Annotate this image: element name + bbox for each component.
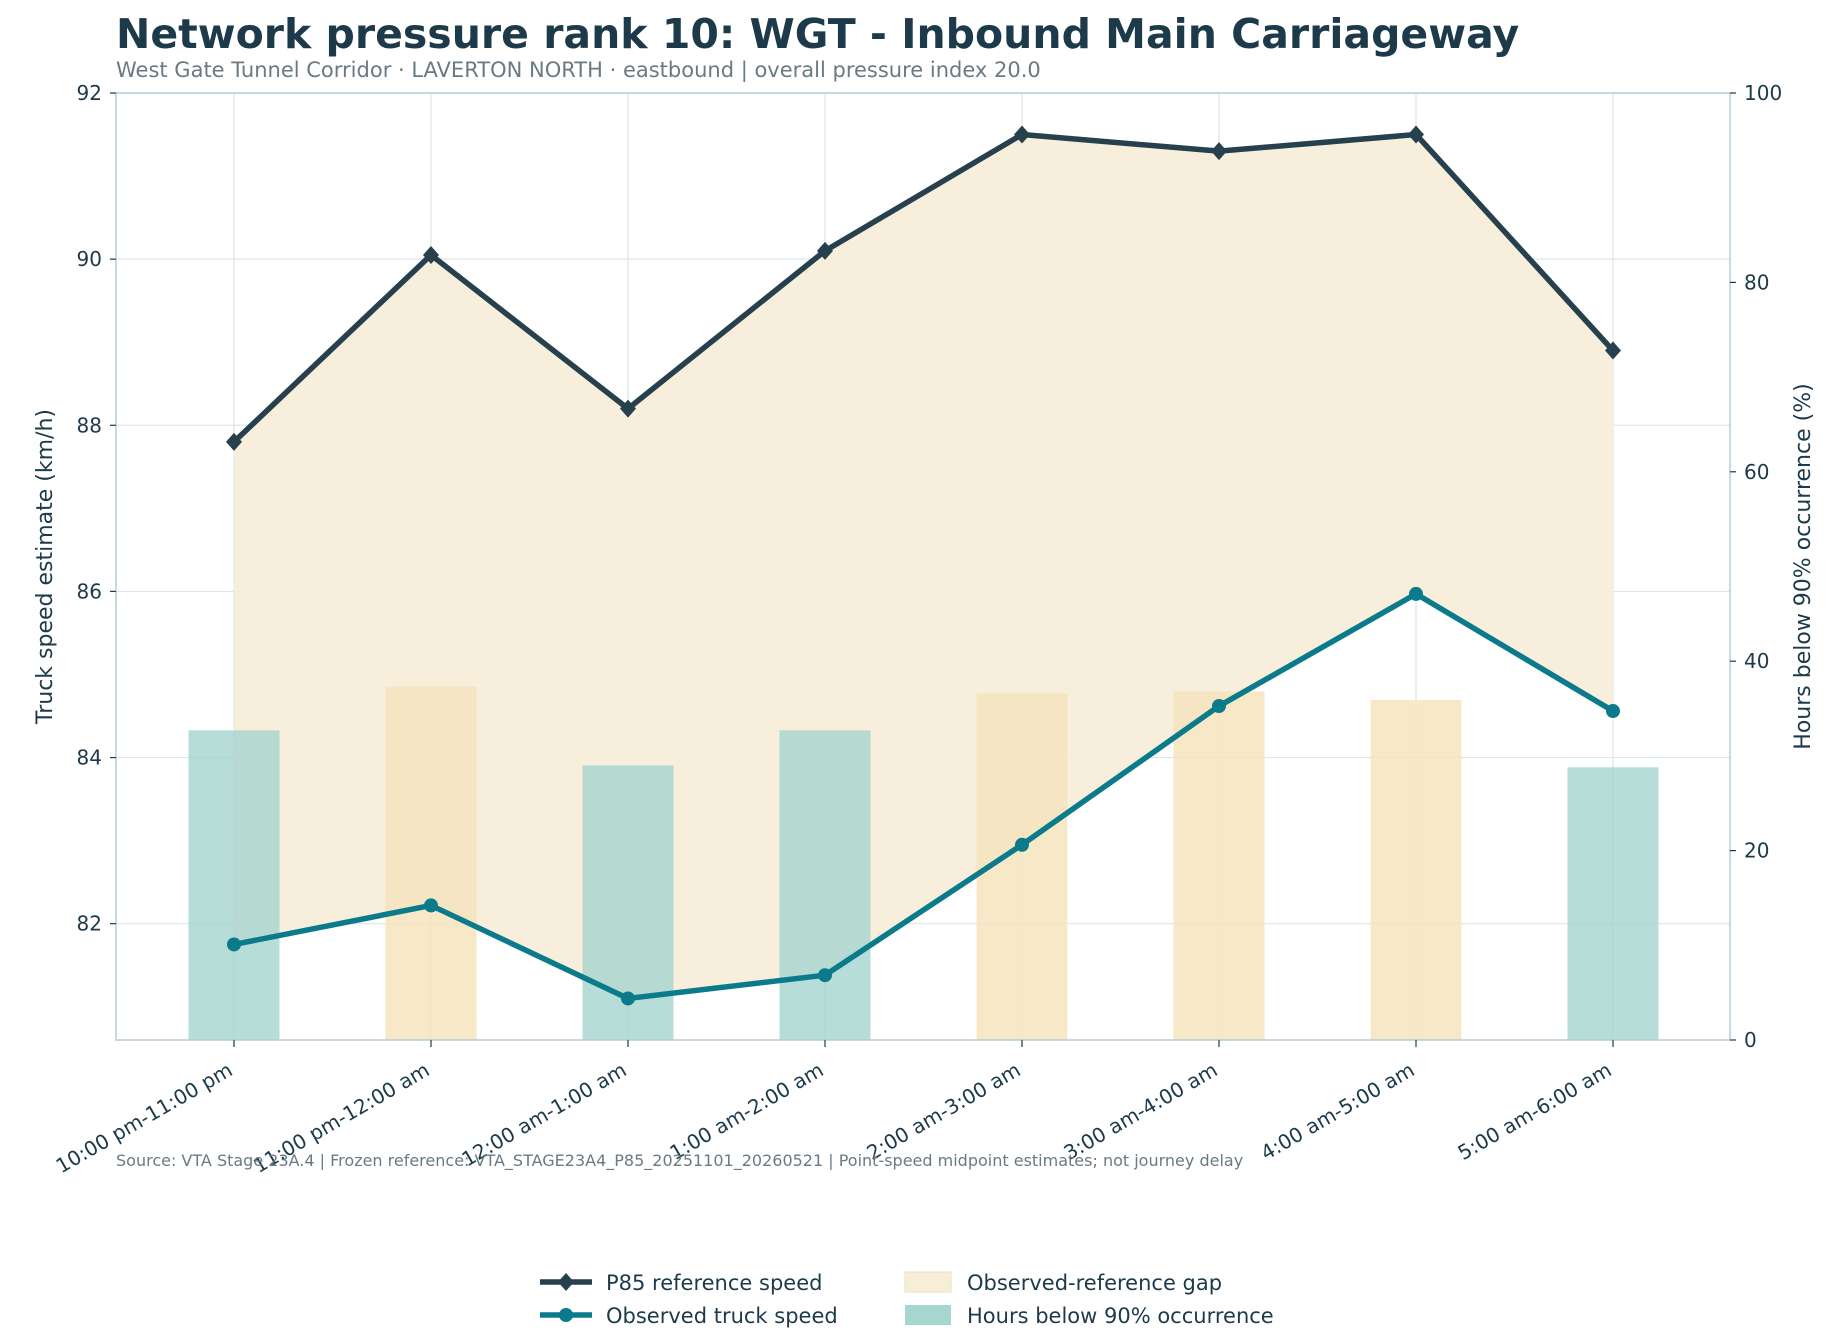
observed-speed-point bbox=[1409, 586, 1423, 601]
occurrence-bar bbox=[188, 730, 280, 1040]
reference-speed-point bbox=[817, 241, 833, 260]
legend-hours-swatch bbox=[905, 1305, 951, 1325]
reference-speed-point bbox=[1014, 125, 1030, 144]
x-tick-label: 4:00 am-5:00 am bbox=[1256, 1058, 1418, 1165]
y2-tick-label: 20 bbox=[1744, 839, 1769, 863]
occurrence-bar bbox=[779, 730, 871, 1040]
legend-reference-label: P85 reference speed bbox=[606, 1271, 822, 1295]
reference-speed-point bbox=[1605, 341, 1621, 360]
y-tick-label: 92 bbox=[77, 81, 102, 105]
occurrence-bar bbox=[1567, 767, 1659, 1040]
observed-speed-point bbox=[1212, 699, 1226, 714]
chart-title: Network pressure rank 10: WGT - Inbound … bbox=[116, 10, 1520, 58]
occurrence-bar bbox=[385, 686, 477, 1040]
y2-tick-label: 0 bbox=[1744, 1028, 1757, 1052]
y-tick-label: 88 bbox=[77, 413, 102, 437]
legend-gap-label: Observed-reference gap bbox=[967, 1271, 1222, 1295]
y-tick-label: 86 bbox=[77, 579, 102, 603]
observed-speed-point bbox=[621, 991, 635, 1006]
observed-speed-point bbox=[1015, 837, 1029, 852]
gap-band bbox=[234, 134, 1613, 999]
observed-speed-point bbox=[818, 968, 832, 983]
x-tick-label: 3:00 am-4:00 am bbox=[1059, 1058, 1221, 1165]
y2-tick-label: 40 bbox=[1744, 649, 1769, 673]
observed-speed-point bbox=[227, 937, 241, 952]
y2-axis-label: Hours below 90% occurrence (%) bbox=[1791, 383, 1816, 749]
y2-tick-label: 80 bbox=[1744, 270, 1769, 294]
x-tick-label: 1:00 am-2:00 am bbox=[665, 1058, 827, 1165]
observed-reference-gap-band bbox=[234, 134, 1613, 999]
y2-tick-label: 60 bbox=[1744, 460, 1769, 484]
y-tick-label: 84 bbox=[77, 746, 102, 770]
legend-gap-swatch bbox=[904, 1271, 952, 1293]
x-tick-label: 5:00 am-6:00 am bbox=[1453, 1058, 1615, 1165]
observed-speed-point bbox=[1606, 704, 1620, 719]
y-axis-label: Truck speed estimate (km/h) bbox=[33, 409, 58, 725]
legend: P85 reference speed Observed truck speed O… bbox=[540, 1271, 1274, 1328]
chart-subtitle: West Gate Tunnel Corridor · LAVERTON NOR… bbox=[116, 58, 1041, 82]
legend-observed-marker bbox=[559, 1308, 573, 1322]
reference-speed-point bbox=[1408, 125, 1424, 144]
plot-frame bbox=[115, 92, 1731, 1041]
occurrence-bar bbox=[1370, 700, 1462, 1040]
reference-speed-point bbox=[1211, 142, 1227, 161]
reference-speed-line bbox=[232, 131, 1616, 444]
reference-speed-point bbox=[620, 399, 636, 418]
reference-speed-point bbox=[423, 245, 439, 264]
y-tick-label: 82 bbox=[77, 912, 102, 936]
occurrence-bar bbox=[1173, 691, 1265, 1040]
speed-lines bbox=[226, 125, 1621, 1006]
source-note: Source: VTA Stage 23A.4 | Frozen referen… bbox=[116, 1151, 1243, 1171]
legend-hours-label: Hours below 90% occurrence bbox=[967, 1304, 1274, 1328]
y2-tick-label: 100 bbox=[1744, 81, 1782, 105]
x-tick-label: 2:00 am-3:00 am bbox=[862, 1058, 1024, 1165]
y-tick-label: 90 bbox=[77, 247, 102, 271]
observed-speed-point bbox=[424, 898, 438, 913]
legend-observed-label: Observed truck speed bbox=[606, 1304, 838, 1328]
reference-speed-point bbox=[226, 432, 242, 451]
legend-reference-marker bbox=[558, 1273, 574, 1291]
observed-speed-line bbox=[233, 591, 1615, 1002]
